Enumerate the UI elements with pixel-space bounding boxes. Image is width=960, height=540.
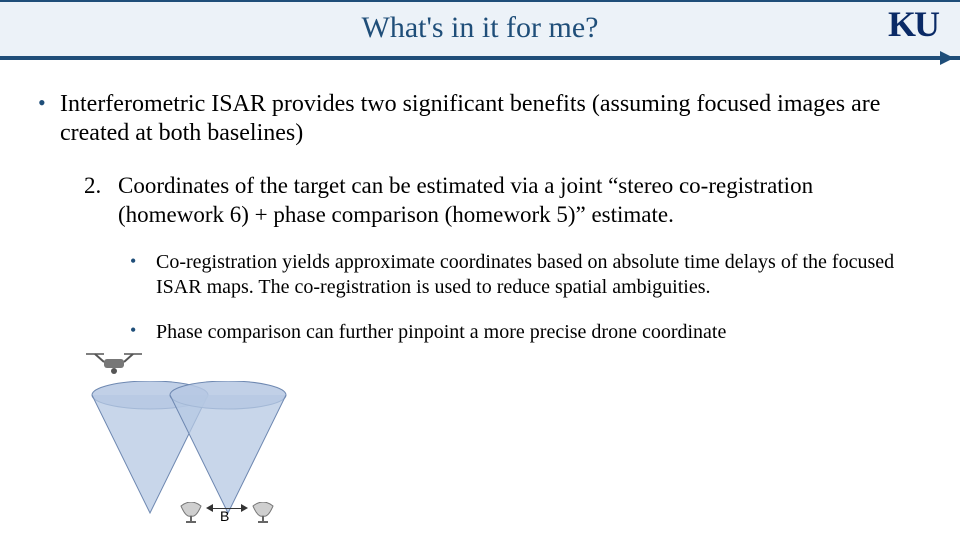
- title-arrow-icon: [940, 51, 954, 65]
- sub-bullet-1: Co-registration yields approximate coord…: [130, 250, 924, 300]
- ku-logo: K U: [888, 6, 938, 42]
- arrow-right-icon: [241, 504, 248, 512]
- numbered-index: 2.: [84, 172, 101, 201]
- logo-letter-k: K: [888, 6, 914, 42]
- logo-letter-u: U: [914, 6, 938, 42]
- numbered-text: Coordinates of the target can be estimat…: [118, 173, 813, 227]
- numbered-item: 2. Coordinates of the target can be esti…: [84, 172, 924, 230]
- baseline-label: B: [220, 508, 229, 524]
- antenna-dish-right-icon: [250, 502, 276, 524]
- title-rule-top: [0, 0, 960, 2]
- antenna-dish-left-icon: [178, 502, 204, 524]
- drone-icon: [84, 350, 144, 376]
- beam-cone-left: [90, 381, 210, 516]
- title-rule-bottom: [0, 56, 960, 60]
- title-band: What's in it for me?: [0, 0, 960, 56]
- slide: What's in it for me? K U Interferometric…: [0, 0, 960, 540]
- slide-title: What's in it for me?: [362, 11, 599, 45]
- sub-bullet-2: Phase comparison can further pinpoint a …: [130, 320, 924, 344]
- bullet-main: Interferometric ISAR provides two signif…: [36, 90, 924, 149]
- beam-cone-right: [168, 381, 288, 516]
- beam-overlap-figure: B: [90, 350, 320, 530]
